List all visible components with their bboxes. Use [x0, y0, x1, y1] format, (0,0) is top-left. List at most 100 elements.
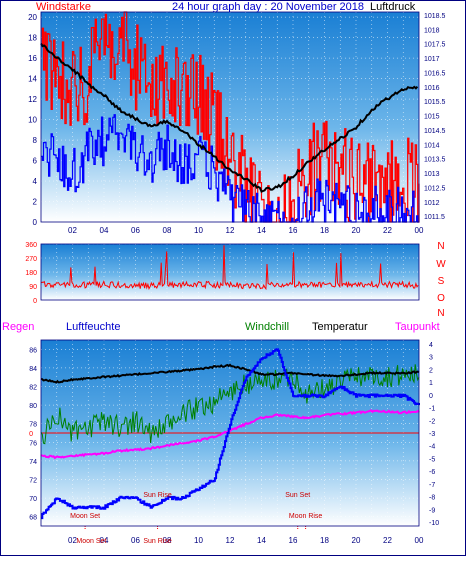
wind-tick-label: 6 [33, 157, 38, 166]
wind-tick-label: 4 [33, 177, 38, 186]
temperature-tick-label: -7 [429, 482, 435, 489]
temp-x-tick-label: 12 [226, 536, 235, 545]
compass-label-s: S [438, 276, 445, 287]
humidity-tick-label: 78 [29, 422, 37, 429]
temp-x-tick-label: 20 [352, 536, 361, 545]
compass-label-n: N [437, 308, 444, 319]
humidity-tick-label: 72 [29, 478, 37, 485]
wind-x-tick-label: 04 [100, 226, 109, 235]
wind-tick-label: 20 [28, 13, 37, 22]
temperature-tick-label: -8 [429, 495, 435, 502]
temperature-tick-label: -1 [429, 406, 435, 413]
direction-tick-label: 360 [25, 242, 37, 249]
pressure-axis-title: Luftdruck [370, 1, 416, 13]
legend-windchill: Windchill [245, 321, 289, 333]
annotation-sun-rise: Sun Rise [143, 492, 172, 499]
temp-x-tick-label: 16 [289, 536, 298, 545]
temp-x-tick-label: 04 [100, 536, 109, 545]
temp-x-tick-label: 10 [194, 536, 203, 545]
wind-gust-line [41, 11, 420, 223]
wind-x-tick-label: 06 [131, 226, 140, 235]
humidity-tick-label: 74 [29, 459, 37, 466]
wind-tick-label: 8 [33, 136, 38, 145]
pressure-tick-label: 1016 [424, 85, 440, 92]
pressure-tick-label: 1013 [424, 171, 440, 178]
humidity-tick-label: 68 [29, 515, 37, 522]
humidity-tick-label: 80 [29, 403, 37, 410]
temperature-tick-label: -10 [429, 520, 439, 527]
wind-x-tick-label: 20 [352, 226, 361, 235]
temperature-tick-label: -3 [429, 431, 435, 438]
wind-tick-label: 2 [33, 198, 38, 207]
temperature-tick-label: -9 [429, 507, 435, 514]
pressure-tick-label: 1018 [424, 27, 440, 34]
dewpoint-line [40, 409, 420, 460]
wind-x-tick-label: 00 [415, 226, 424, 235]
direction-tick-label: 180 [25, 270, 37, 277]
direction-tick-label: 0 [33, 298, 37, 305]
wind-tick-label: 10 [28, 116, 37, 125]
wind-tick-label: 0 [33, 218, 38, 227]
temperature-tick-label: -6 [429, 469, 435, 476]
temp-x-tick-label: 00 [415, 536, 424, 545]
wind-x-tick-label: 10 [194, 226, 203, 235]
temperature-tick-label: -4 [429, 444, 435, 451]
humidity-tick-label: 84 [29, 366, 37, 373]
axis-moon-set-label: Moon Set [76, 538, 106, 545]
compass-label-n: N [437, 241, 444, 252]
temperature-tick-label: -2 [429, 418, 435, 425]
annotation-moon-rise: Moon Rise [289, 513, 323, 520]
pressure-tick-label: 1011.5 [424, 214, 445, 221]
pressure-line [40, 42, 419, 193]
compass-label-w: W [436, 259, 446, 270]
wind-tick-label: 14 [28, 75, 37, 84]
pressure-tick-label: 1014.5 [424, 128, 446, 135]
pressure-tick-label: 1012.5 [424, 185, 446, 192]
pressure-tick-label: 1015 [424, 114, 440, 121]
legend-humidity: Luftfeuchte [66, 321, 120, 333]
pressure-tick-label: 1017 [424, 56, 440, 63]
temperature-tick-label: 4 [429, 342, 433, 349]
temperature-tick-label: 1 [429, 380, 433, 387]
wind-x-tick-label: 08 [163, 226, 172, 235]
pressure-tick-label: 1012 [424, 200, 440, 207]
annotation-moon-set: Moon Set [70, 513, 100, 520]
pressure-tick-label: 1015.5 [424, 99, 446, 106]
wind-x-tick-label: 14 [257, 226, 266, 235]
wind-x-tick-label: 18 [320, 226, 329, 235]
humidity-tick-label: 82 [29, 385, 37, 392]
wind-tick-label: 12 [28, 95, 37, 104]
chart-title: 24 hour graph day : 20 November 2018 [172, 1, 364, 13]
temp-x-tick-label: 22 [383, 536, 392, 545]
temperature-tick-label: -5 [429, 456, 435, 463]
temperature-tick-label: 0 [429, 393, 433, 400]
temperature-tick-label: 3 [429, 355, 433, 362]
wind-x-tick-label: 16 [289, 226, 298, 235]
humidity-tick-label: 86 [29, 347, 37, 354]
pressure-tick-label: 1014 [424, 142, 440, 149]
legend-rain: Regen [2, 321, 34, 333]
direction-panel-border [40, 243, 420, 301]
wind-direction-line [40, 245, 419, 291]
temperature-tick-label: 2 [429, 367, 433, 374]
humidity-line [41, 348, 420, 520]
humidity-tick-label: 70 [29, 496, 37, 503]
axis-sun-rise-label: Sun Rise [143, 538, 172, 545]
annotation-sun-set: Sun Set [285, 492, 310, 499]
wind-tick-label: 16 [28, 54, 37, 63]
temp-panel-border [40, 339, 420, 527]
wind-x-tick-label: 12 [226, 226, 235, 235]
temp-x-tick-label: 18 [320, 536, 329, 545]
compass-label-o: O [437, 293, 445, 304]
temp-x-tick-label: 08 [163, 536, 172, 545]
legend-temperature: Temperatur [312, 321, 368, 333]
wind-axis-title: Windstarke [36, 1, 91, 13]
temperature-line [40, 363, 420, 384]
temp-x-tick-label: 02 [68, 536, 77, 545]
direction-tick-label: 270 [25, 256, 37, 263]
pressure-tick-label: 1016.5 [424, 70, 446, 77]
temp-x-tick-label: 14 [257, 536, 266, 545]
pressure-tick-label: 1013.5 [424, 157, 446, 164]
